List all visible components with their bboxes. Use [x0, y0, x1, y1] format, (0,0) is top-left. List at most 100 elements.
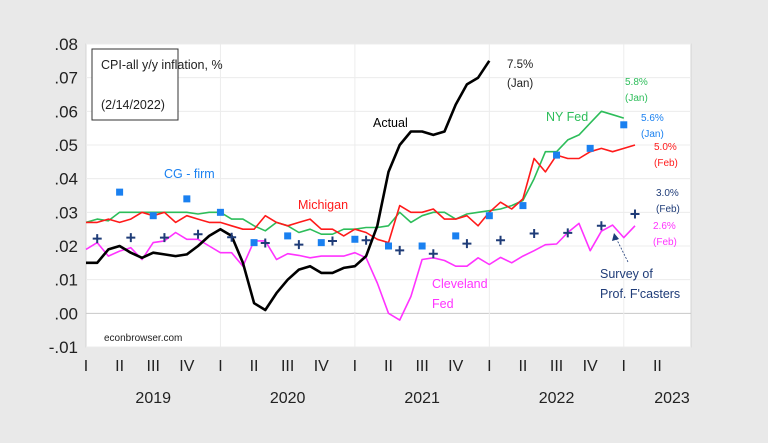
- point-cg-firm: [485, 212, 493, 220]
- label-michigan: Michigan: [298, 198, 348, 212]
- year-label: 2020: [270, 390, 306, 407]
- series-line-cleveland-fed: [85, 222, 636, 321]
- point-survey-of-prof-f-casters: [496, 235, 506, 245]
- point-survey-of-prof-f-casters: [260, 238, 270, 248]
- year-label: 2019: [135, 390, 171, 407]
- x-tick-label: II: [250, 358, 259, 375]
- end-month-label: (Jan): [625, 93, 648, 104]
- point-survey-of-prof-f-casters: [327, 236, 337, 246]
- end-month-label: (Feb): [654, 158, 678, 169]
- x-tick-label: II: [518, 358, 527, 375]
- x-tick-label: I: [622, 358, 626, 375]
- series-line-actual: [86, 60, 491, 312]
- label-line: Survey of: [600, 267, 653, 281]
- y-tick-label: .07: [54, 69, 78, 88]
- x-tick-label: III: [147, 358, 160, 375]
- point-cg-firm: [418, 242, 426, 250]
- point-cg-firm: [519, 202, 527, 210]
- point-cg-firm: [586, 144, 594, 152]
- point-survey-of-prof-f-casters: [596, 221, 606, 231]
- end-value-label: 5.8%: [625, 77, 648, 88]
- end-labels: 7.5% (Jan) 5.0% (Feb) 5.8% (Jan) 2.6% (Feb) 5.6%…: [507, 59, 680, 248]
- source-label: econbrowser.com: [104, 333, 182, 344]
- point-cg-firm: [284, 232, 292, 240]
- end-value-label: 2.6%: [653, 221, 676, 232]
- point-survey-of-prof-f-casters: [159, 233, 169, 243]
- point-cg-firm: [452, 232, 460, 240]
- point-survey-of-prof-f-casters: [428, 249, 438, 259]
- x-tick-label: I: [218, 358, 222, 375]
- label-nyfed: NY Fed: [546, 110, 588, 124]
- y-tick-label: .05: [54, 136, 78, 155]
- x-tick-label: I: [487, 358, 491, 375]
- year-label: 2021: [404, 390, 440, 407]
- x-tick-label: II: [653, 358, 662, 375]
- series-cg-firm: [116, 121, 628, 250]
- end-value-label: 5.0%: [654, 142, 677, 153]
- point-survey-of-prof-f-casters: [395, 245, 405, 255]
- point-survey-of-prof-f-casters: [193, 229, 203, 239]
- y-tick-label: .04: [54, 170, 78, 189]
- point-survey-of-prof-f-casters: [294, 240, 304, 250]
- point-survey-of-prof-f-casters: [361, 235, 371, 245]
- label-line: Cleveland: [432, 277, 488, 291]
- point-cg-firm: [183, 195, 191, 203]
- point-cg-firm: [116, 188, 124, 196]
- label-cleveland: Cleveland Fed: [432, 277, 488, 311]
- point-cg-firm: [553, 151, 561, 159]
- end-month-label: (Jan): [507, 78, 533, 90]
- point-survey-of-prof-f-casters: [630, 209, 640, 219]
- x-axis-year-labels: 2019 2020 2021 2022 2023: [135, 390, 689, 407]
- x-tick-label: II: [384, 358, 393, 375]
- end-value-label: 7.5%: [507, 59, 533, 71]
- x-tick-label: I: [84, 358, 88, 375]
- point-survey-of-prof-f-casters: [563, 228, 573, 238]
- y-tick-label: -.01: [49, 338, 78, 357]
- x-tick-label: III: [550, 358, 563, 375]
- chart-subtitle: (2/14/2022): [101, 98, 165, 112]
- series-cleveland-fed: [85, 222, 636, 321]
- point-cg-firm: [250, 239, 258, 247]
- label-actual: Actual: [373, 116, 408, 130]
- y-tick-label: .00: [54, 304, 78, 323]
- x-tick-label: II: [115, 358, 124, 375]
- point-cg-firm: [385, 242, 392, 250]
- point-survey-of-prof-f-casters: [92, 234, 102, 244]
- label-line: Prof. F'casters: [600, 287, 680, 301]
- end-value-label: 5.6%: [641, 113, 664, 124]
- end-month-label: (Jan): [641, 129, 664, 140]
- point-cg-firm: [317, 239, 325, 247]
- spf-arrow: [612, 233, 629, 263]
- series-michigan: [86, 144, 636, 244]
- point-cg-firm: [351, 235, 359, 243]
- y-tick-label: .08: [54, 35, 78, 54]
- label-spf: Survey of Prof. F'casters: [600, 267, 680, 301]
- x-tick-label: IV: [179, 358, 194, 375]
- end-month-label: (Feb): [653, 237, 677, 248]
- y-tick-label: .03: [54, 203, 78, 222]
- series-survey-of-prof-f-casters: [92, 209, 640, 259]
- x-tick-label: IV: [314, 358, 329, 375]
- legend-box: CPI-all y/y inflation, % (2/14/2022): [91, 48, 223, 121]
- label-cgfirm: CG - firm: [164, 167, 215, 181]
- series-actual: [86, 60, 491, 312]
- year-label: 2022: [539, 390, 575, 407]
- x-tick-label: III: [281, 358, 294, 375]
- point-survey-of-prof-f-casters: [227, 232, 237, 242]
- end-month-label: (Feb): [656, 204, 680, 215]
- x-tick-label: IV: [583, 358, 598, 375]
- x-axis-quarter-ticks: I II III IV I II III IV I II III IV I II III IV I II: [84, 358, 662, 375]
- y-tick-label: .06: [54, 102, 78, 121]
- x-tick-label: I: [353, 358, 357, 375]
- chart-title-line: CPI-all y/y inflation, %: [101, 58, 223, 72]
- end-value-label: 3.0%: [656, 188, 679, 199]
- point-cg-firm: [620, 121, 628, 129]
- point-cg-firm: [149, 212, 157, 220]
- x-tick-label: III: [415, 358, 428, 375]
- x-tick-label: IV: [448, 358, 463, 375]
- y-axis-ticks: .08 .07 .06 .05 .04 .03 .02 .01 .00 -.01: [49, 35, 78, 357]
- y-tick-label: .02: [54, 237, 78, 256]
- point-survey-of-prof-f-casters: [529, 229, 539, 239]
- year-label: 2023: [654, 390, 690, 407]
